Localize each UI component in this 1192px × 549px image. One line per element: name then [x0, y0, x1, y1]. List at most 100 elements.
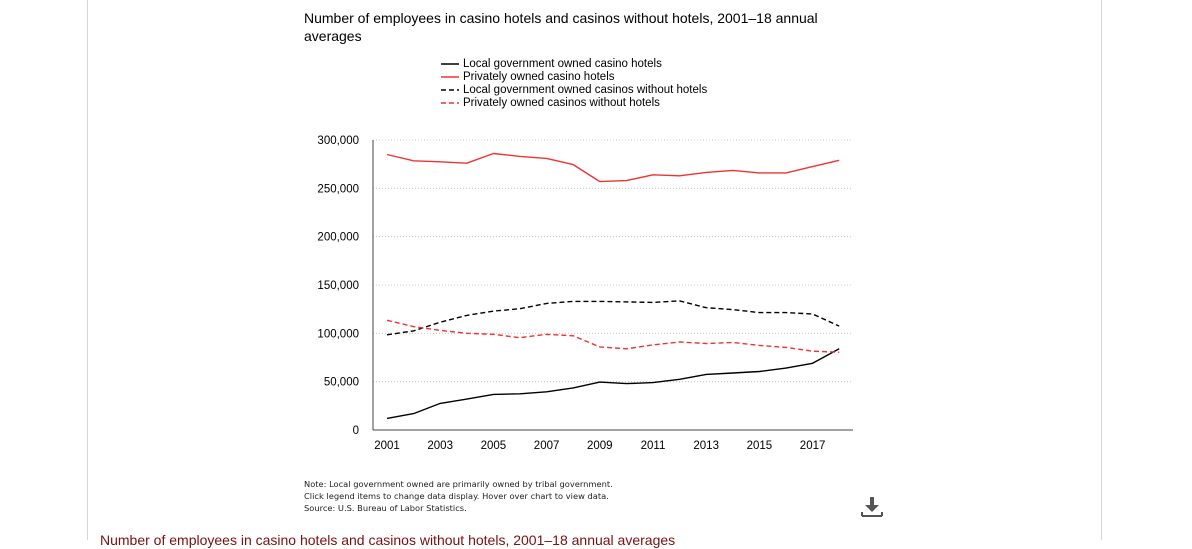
private-casino-hotels-line [386, 152, 840, 183]
data-point [704, 170, 709, 175]
data-point [544, 332, 549, 337]
legend-swatch-dashed-black [441, 88, 459, 91]
data-point [518, 154, 523, 159]
data-point [464, 331, 469, 336]
data-point [784, 310, 789, 315]
data-point [544, 389, 549, 394]
legend-item-private-casino-hotels[interactable]: Privately owned casino hotels [441, 70, 761, 83]
data-point [810, 312, 815, 317]
data-point [757, 170, 762, 175]
y-tick-label: 50,000 [324, 377, 359, 389]
note-text: Note: Local government owned are primari… [304, 479, 613, 489]
data-point [837, 350, 842, 355]
legend-label: Privately owned casinos without hotels [463, 96, 660, 109]
data-point [597, 380, 602, 385]
data-point [677, 340, 682, 345]
data-point [704, 372, 709, 377]
legend-item-private-casinos-without-hotels[interactable]: Privately owned casinos without hotels [441, 96, 761, 109]
x-tick-label: 2001 [374, 440, 400, 452]
data-point [597, 179, 602, 184]
y-tick-label: 0 [353, 425, 359, 437]
series-local-gov-casino-hotels-line [385, 348, 840, 421]
chart-notes: Note: Local government owned are primari… [304, 478, 724, 514]
data-point [651, 300, 656, 305]
data-point [810, 349, 815, 354]
data-point [571, 299, 576, 304]
data-point [544, 156, 549, 161]
legend-swatch-solid-red [441, 75, 459, 78]
download-icon [861, 497, 883, 517]
y-tick-label: 250,000 [317, 183, 359, 195]
data-point [624, 299, 629, 304]
x-tick-label: 2003 [427, 440, 453, 452]
data-point [518, 391, 523, 396]
data-point [464, 161, 469, 166]
data-point [438, 159, 443, 164]
line-chart[interactable]: 300,000 250,000 200,000 150,000 100,000 50,00… [0, 0, 1192, 470]
data-point [730, 370, 735, 375]
data-point [518, 335, 523, 340]
data-point [624, 381, 629, 386]
legend-item-local-gov-casino-hotels[interactable]: Local government owned casino hotels [441, 57, 761, 70]
data-point [385, 332, 390, 337]
y-tick-label: 100,000 [317, 328, 359, 340]
chart-title: Number of employees in casino hotels and… [304, 10, 818, 44]
data-point [385, 152, 390, 157]
data-point [730, 168, 735, 173]
data-point [784, 366, 789, 371]
series-private-casino-hotels-line [385, 152, 840, 184]
data-point [730, 307, 735, 312]
y-tick-label: 150,000 [317, 280, 359, 292]
data-point [837, 324, 842, 329]
data-point [385, 416, 390, 421]
data-point [411, 328, 416, 333]
x-tick-label: 2007 [534, 440, 560, 452]
data-point [438, 320, 443, 325]
data-point [385, 318, 390, 323]
data-point [730, 340, 735, 345]
frame-left-border [87, 0, 88, 540]
data-point [571, 162, 576, 167]
data-point [704, 305, 709, 310]
private-casinos-without-hotels-line [386, 319, 840, 353]
data-point [597, 299, 602, 304]
chart-legend: Local government owned casino hotels Pri… [441, 57, 761, 109]
data-point [544, 301, 549, 306]
legend-swatch-dashed-red [441, 101, 459, 104]
data-point [704, 341, 709, 346]
data-point [651, 172, 656, 177]
download-button[interactable] [860, 495, 884, 519]
y-tick-label: 200,000 [317, 232, 359, 244]
local-gov-casinos-without-hotels-line [386, 300, 840, 336]
data-point [411, 324, 416, 329]
data-point [438, 401, 443, 406]
legend-label: Privately owned casino hotels [463, 70, 615, 83]
legend-item-local-gov-casinos-without-hotels[interactable]: Local government owned casinos without h… [441, 83, 761, 96]
instruction-text: Click legend items to change data displa… [304, 491, 609, 501]
data-point [677, 173, 682, 178]
data-point [411, 411, 416, 416]
data-point [491, 309, 496, 314]
data-point [651, 342, 656, 347]
legend-label: Local government owned casinos without h… [463, 83, 708, 96]
data-point [411, 158, 416, 163]
data-point [438, 328, 443, 333]
data-point [518, 306, 523, 311]
data-point [784, 170, 789, 175]
data-point [677, 298, 682, 303]
data-point [757, 343, 762, 348]
data-point [571, 333, 576, 338]
data-point [810, 164, 815, 169]
data-point [491, 392, 496, 397]
data-point [624, 178, 629, 183]
series-private-casinos-without-hotels-line [385, 318, 842, 355]
data-point [491, 332, 496, 337]
data-point [757, 369, 762, 374]
source-text: Source: U.S. Bureau of Labor Statistics. [304, 503, 467, 513]
local-gov-casino-hotels-line [386, 348, 840, 420]
data-point [464, 397, 469, 402]
x-tick-label: 2017 [800, 440, 826, 452]
x-tick-label: 2013 [693, 440, 719, 452]
x-tick-label: 2005 [481, 440, 507, 452]
data-point [651, 380, 656, 385]
